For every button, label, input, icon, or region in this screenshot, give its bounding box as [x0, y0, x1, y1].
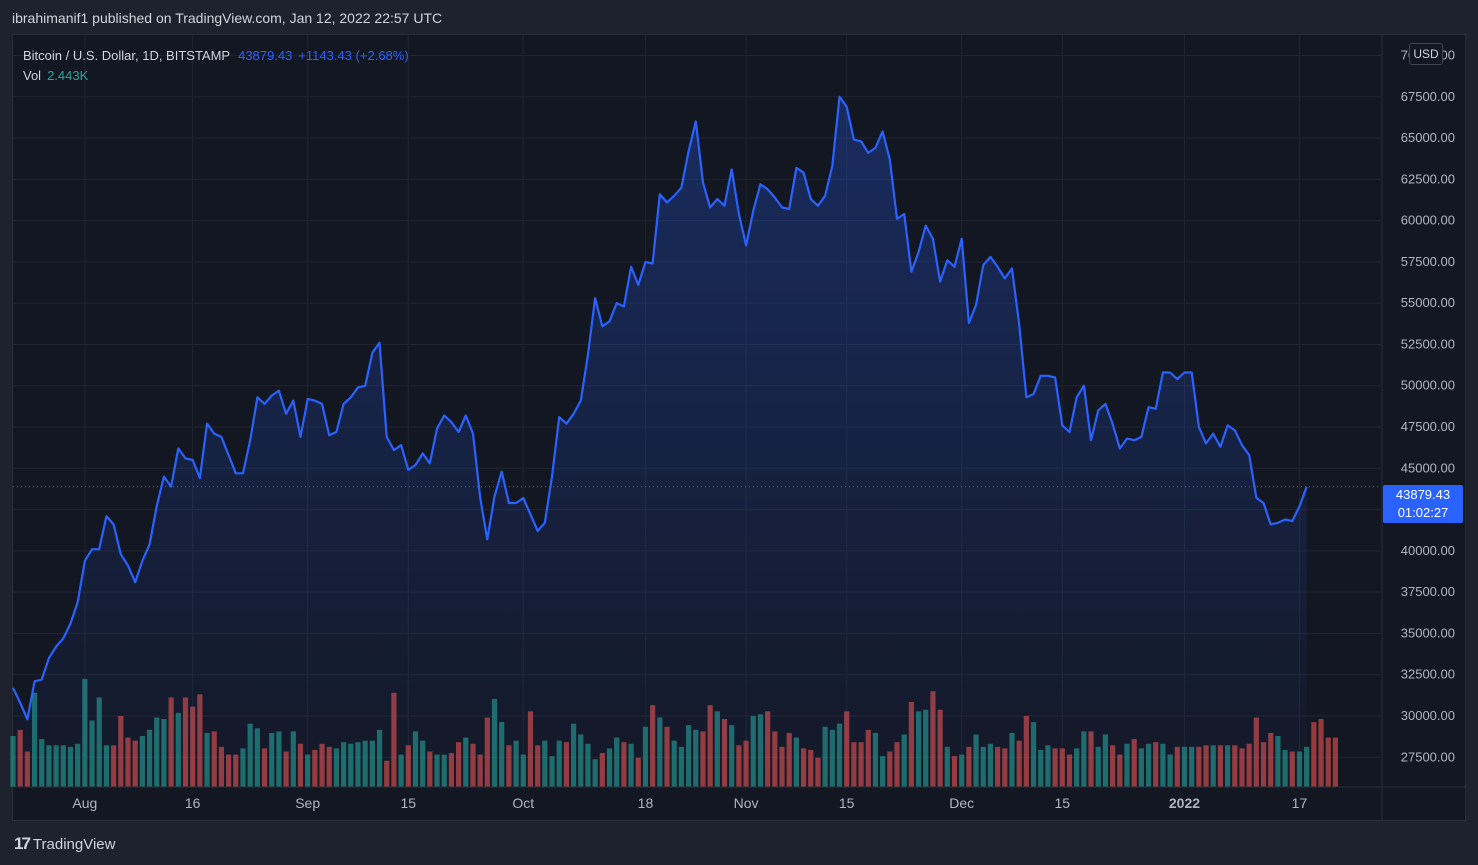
time-axis-label: 15 [839, 795, 855, 811]
published-caption: ibrahimanif1 published on TradingView.co… [12, 10, 443, 26]
price-axis-label: 45000.00 [1401, 460, 1455, 475]
price-axis-label: 35000.00 [1401, 625, 1455, 640]
price-axis-label: 30000.00 [1401, 708, 1455, 723]
price-axis-label: 27500.00 [1401, 749, 1455, 764]
price-axis-label: 40000.00 [1401, 543, 1455, 558]
currency-badge[interactable]: USD [1409, 43, 1443, 65]
volume-bar [1318, 719, 1324, 787]
time-axis-label: Nov [734, 795, 759, 811]
price-axis: 27500.00 30000.00 32500.00 35000.00 37500.00… [1401, 47, 1455, 764]
time-axis-label: Sep [295, 795, 320, 811]
price-axis-label: 62500.00 [1401, 171, 1455, 186]
time-axis-label: 15 [400, 795, 416, 811]
time-axis-label: 17 [1292, 795, 1308, 811]
volume-value: 2.443K [47, 68, 89, 83]
brand-name: TradingView [32, 835, 116, 853]
last-price: 43879.43 [238, 48, 293, 63]
volume-bar [1332, 737, 1339, 787]
time-axis-label: Oct [512, 795, 534, 811]
time-axis-label: Dec [949, 795, 974, 811]
time-axis-label: 2022 [1169, 795, 1200, 811]
price-axis-label: 52500.00 [1401, 336, 1455, 351]
price-line[interactable] [12, 95, 1308, 721]
price-axis-label: 57500.00 [1401, 254, 1455, 269]
chart-legend: Bitcoin / U.S. Dollar, 1D, BITSTAMP 43879… [23, 46, 409, 86]
price-axis-label: 67500.00 [1401, 89, 1455, 104]
volume-bar [1325, 737, 1331, 787]
volume-label[interactable]: Vol [23, 68, 42, 83]
price-change: +1143.43 (+2.68%) [298, 48, 409, 63]
volume-bar [1311, 722, 1317, 787]
time-axis-label: 18 [638, 795, 654, 811]
price-tag-countdown: 01:02:27 [1397, 505, 1449, 520]
price-axis-label: 32500.00 [1401, 667, 1455, 682]
price-axis-label: 65000.00 [1401, 130, 1455, 145]
footer-brand[interactable]: 17 TradingView [14, 834, 115, 854]
tradingview-logo-icon: 17 [14, 834, 31, 853]
price-axis-label: 60000.00 [1401, 213, 1455, 228]
price-tag-value: 43879.43 [1395, 487, 1451, 502]
time-axis-label: Aug [72, 795, 97, 811]
time-axis-label: 16 [185, 795, 201, 811]
symbol-label[interactable]: Bitcoin / U.S. Dollar, 1D, BITSTAMP [23, 48, 231, 63]
current-price-tag: 43879.43 01:02:27 [1383, 485, 1463, 523]
price-axis-label: 50000.00 [1401, 378, 1455, 393]
price-axis-label: 55000.00 [1401, 295, 1455, 310]
price-axis-label: 47500.00 [1401, 419, 1455, 434]
time-axis: Aug 16 Sep 15 Oct 18 Nov 15 Dec 15 2022 17 [72, 795, 1307, 811]
price-axis-label: 37500.00 [1401, 584, 1455, 599]
time-axis-label: 15 [1055, 795, 1071, 811]
